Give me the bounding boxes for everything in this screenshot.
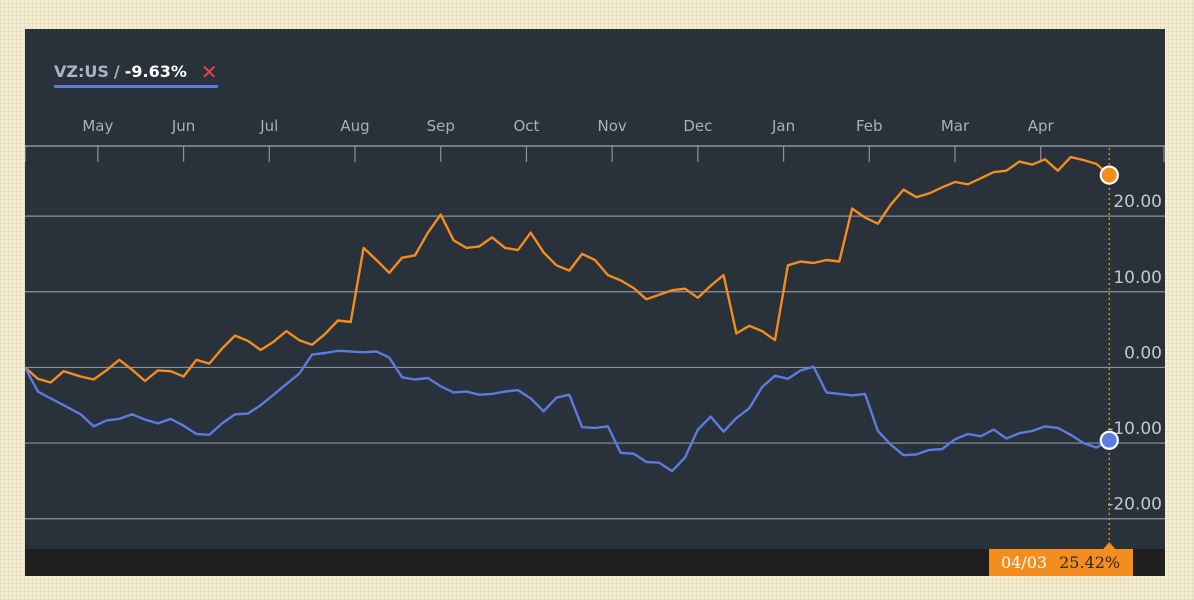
x-tick-label: Oct (513, 117, 539, 135)
series-legend[interactable]: VZ:US / -9.63% ✕ (54, 58, 218, 88)
y-gridlines (25, 215, 1165, 520)
chart-panel: May Jun Jul Aug Sep Oct Nov Dec Jan Feb Mar Apr 20.… (25, 29, 1165, 576)
series-line-comparison (25, 155, 1111, 384)
crosshair (1103, 148, 1116, 549)
x-tick-label: Sep (427, 117, 455, 135)
legend-change-value: -9.63% (124, 62, 187, 81)
y-tick-label: -10.00 (1107, 419, 1162, 439)
x-tick-label: Mar (941, 117, 970, 135)
legend-separator: / (113, 62, 120, 81)
series-line-vz-us (25, 349, 1110, 473)
crosshair-tooltip: 04/03 25.42% (989, 549, 1133, 576)
series-endpoint-dot[interactable] (1099, 165, 1119, 185)
x-tick-label: Jan (771, 117, 795, 135)
close-icon[interactable]: ✕ (200, 59, 218, 84)
tooltip-value: 25.42% (1059, 553, 1121, 572)
line-chart[interactable]: May Jun Jul Aug Sep Oct Nov Dec Jan Feb Mar Apr 20.… (25, 29, 1165, 576)
x-tick-label: Dec (683, 117, 712, 135)
x-axis: May Jun Jul Aug Sep Oct Nov Dec Jan Feb Mar Apr (25, 117, 1165, 162)
tooltip-date: 04/03 (1001, 553, 1048, 572)
series-lines (25, 155, 1111, 473)
x-tick-label: Nov (598, 117, 627, 135)
x-tick-label: Aug (340, 117, 369, 135)
x-tick-label: Jun (171, 117, 195, 135)
y-tick-label: -20.00 (1107, 495, 1162, 515)
crosshair-marker (1103, 542, 1116, 549)
x-tick-label: Jul (259, 117, 278, 135)
time-axis-bar (25, 549, 1165, 576)
x-tick-label: Apr (1028, 117, 1055, 135)
y-axis: 20.00 10.00 0.00 -10.00 -20.00 (1107, 192, 1162, 515)
y-tick-label: 0.00 (1124, 343, 1162, 363)
series-endpoint-dot[interactable] (1099, 430, 1119, 450)
legend-ticker: VZ:US (54, 62, 109, 81)
x-tick-label: Feb (856, 117, 883, 135)
x-tick-label: May (82, 117, 113, 135)
y-tick-label: 20.00 (1113, 192, 1162, 212)
y-tick-label: 10.00 (1113, 268, 1162, 288)
series-endpoints[interactable] (1099, 165, 1119, 450)
